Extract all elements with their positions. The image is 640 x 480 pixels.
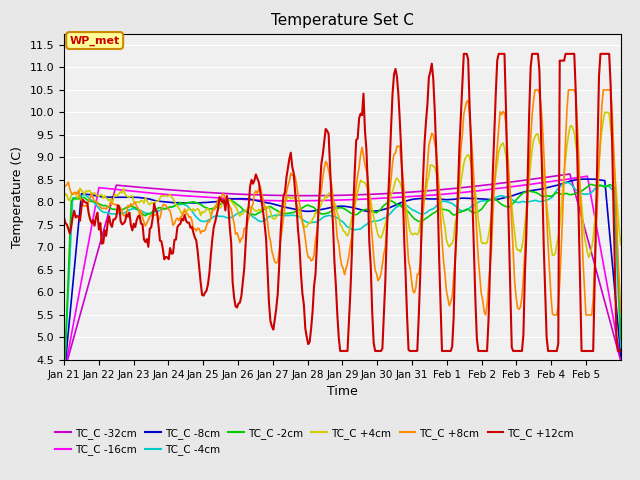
TC_C -4cm: [614, 283, 621, 288]
TC_C +8cm: [543, 213, 550, 218]
TC_C +4cm: [601, 109, 609, 115]
TC_C -2cm: [457, 209, 465, 215]
TC_C +4cm: [540, 173, 548, 179]
Legend: TC_C -32cm, TC_C -16cm, TC_C -8cm, TC_C -4cm, TC_C -2cm, TC_C +4cm, TC_C +8cm, T: TC_C -32cm, TC_C -16cm, TC_C -8cm, TC_C …: [51, 424, 579, 459]
TC_C +4cm: [457, 179, 465, 185]
TC_C -4cm: [346, 226, 354, 231]
TC_C +8cm: [531, 87, 539, 93]
TC_C -4cm: [617, 345, 625, 350]
TC_C +8cm: [346, 242, 354, 248]
TC_C +8cm: [79, 203, 87, 208]
TC_C -32cm: [614, 348, 621, 353]
TC_C -32cm: [566, 171, 573, 177]
TC_C -16cm: [79, 270, 87, 276]
TC_C -4cm: [79, 192, 87, 198]
TC_C -2cm: [614, 260, 621, 266]
TC_C -8cm: [617, 354, 625, 360]
TC_C -8cm: [457, 195, 465, 201]
TC_C +4cm: [79, 189, 87, 195]
TC_C -4cm: [97, 207, 104, 213]
TC_C +12cm: [337, 348, 344, 354]
TC_C -16cm: [540, 180, 548, 185]
TC_C -2cm: [588, 181, 596, 187]
TC_C +8cm: [60, 182, 68, 188]
TC_C +12cm: [348, 251, 356, 257]
TC_C -16cm: [617, 357, 625, 363]
TC_C +12cm: [543, 335, 550, 341]
TC_C -16cm: [584, 173, 591, 179]
TC_C -2cm: [97, 202, 104, 207]
TC_C -4cm: [540, 198, 548, 204]
TC_C +8cm: [97, 204, 104, 210]
TC_C +4cm: [97, 192, 104, 198]
TC_C -2cm: [60, 380, 68, 385]
TC_C -8cm: [540, 186, 548, 192]
Y-axis label: Temperature (C): Temperature (C): [11, 146, 24, 248]
Line: TC_C -2cm: TC_C -2cm: [64, 184, 621, 383]
Line: TC_C -8cm: TC_C -8cm: [64, 179, 621, 377]
Text: WP_met: WP_met: [70, 36, 120, 46]
TC_C -4cm: [60, 378, 68, 384]
TC_C +12cm: [617, 348, 625, 354]
Line: TC_C +4cm: TC_C +4cm: [64, 112, 621, 257]
TC_C -8cm: [97, 193, 104, 199]
TC_C +8cm: [457, 146, 465, 152]
TC_C +4cm: [346, 222, 354, 228]
TC_C +12cm: [97, 220, 104, 226]
TC_C -32cm: [79, 302, 87, 308]
TC_C -16cm: [60, 372, 68, 377]
TC_C -4cm: [562, 180, 570, 185]
Line: TC_C -4cm: TC_C -4cm: [64, 182, 621, 381]
TC_C -2cm: [617, 336, 625, 341]
TC_C -8cm: [586, 176, 594, 182]
Line: TC_C +12cm: TC_C +12cm: [64, 54, 621, 351]
X-axis label: Time: Time: [327, 385, 358, 398]
TC_C +4cm: [60, 194, 68, 200]
TC_C -32cm: [617, 358, 625, 364]
Line: TC_C +8cm: TC_C +8cm: [64, 90, 621, 315]
Title: Temperature Set C: Temperature Set C: [271, 13, 414, 28]
TC_C +12cm: [79, 197, 87, 203]
TC_C -16cm: [457, 190, 465, 195]
TC_C -32cm: [97, 240, 104, 245]
TC_C -32cm: [540, 175, 548, 180]
TC_C -16cm: [614, 341, 621, 347]
TC_C +4cm: [617, 242, 625, 248]
TC_C -16cm: [97, 185, 104, 191]
TC_C +8cm: [617, 310, 625, 316]
TC_C -2cm: [540, 193, 548, 199]
TC_C +12cm: [460, 51, 468, 57]
TC_C +8cm: [482, 312, 490, 318]
TC_C -16cm: [346, 197, 354, 203]
TC_C +12cm: [616, 348, 623, 354]
Line: TC_C -32cm: TC_C -32cm: [64, 174, 621, 372]
TC_C +4cm: [585, 254, 593, 260]
TC_C -2cm: [346, 210, 354, 216]
TC_C -8cm: [614, 322, 621, 327]
TC_C -2cm: [79, 195, 87, 201]
TC_C +12cm: [60, 215, 68, 220]
TC_C +8cm: [616, 283, 623, 288]
TC_C -32cm: [60, 370, 68, 375]
TC_C -8cm: [79, 191, 87, 197]
TC_C -32cm: [457, 185, 465, 191]
TC_C +12cm: [458, 81, 466, 87]
TC_C -32cm: [346, 192, 354, 198]
TC_C +4cm: [616, 228, 623, 234]
TC_C -4cm: [457, 208, 465, 214]
TC_C -8cm: [346, 204, 354, 210]
Line: TC_C -16cm: TC_C -16cm: [64, 176, 621, 374]
TC_C -8cm: [60, 374, 68, 380]
